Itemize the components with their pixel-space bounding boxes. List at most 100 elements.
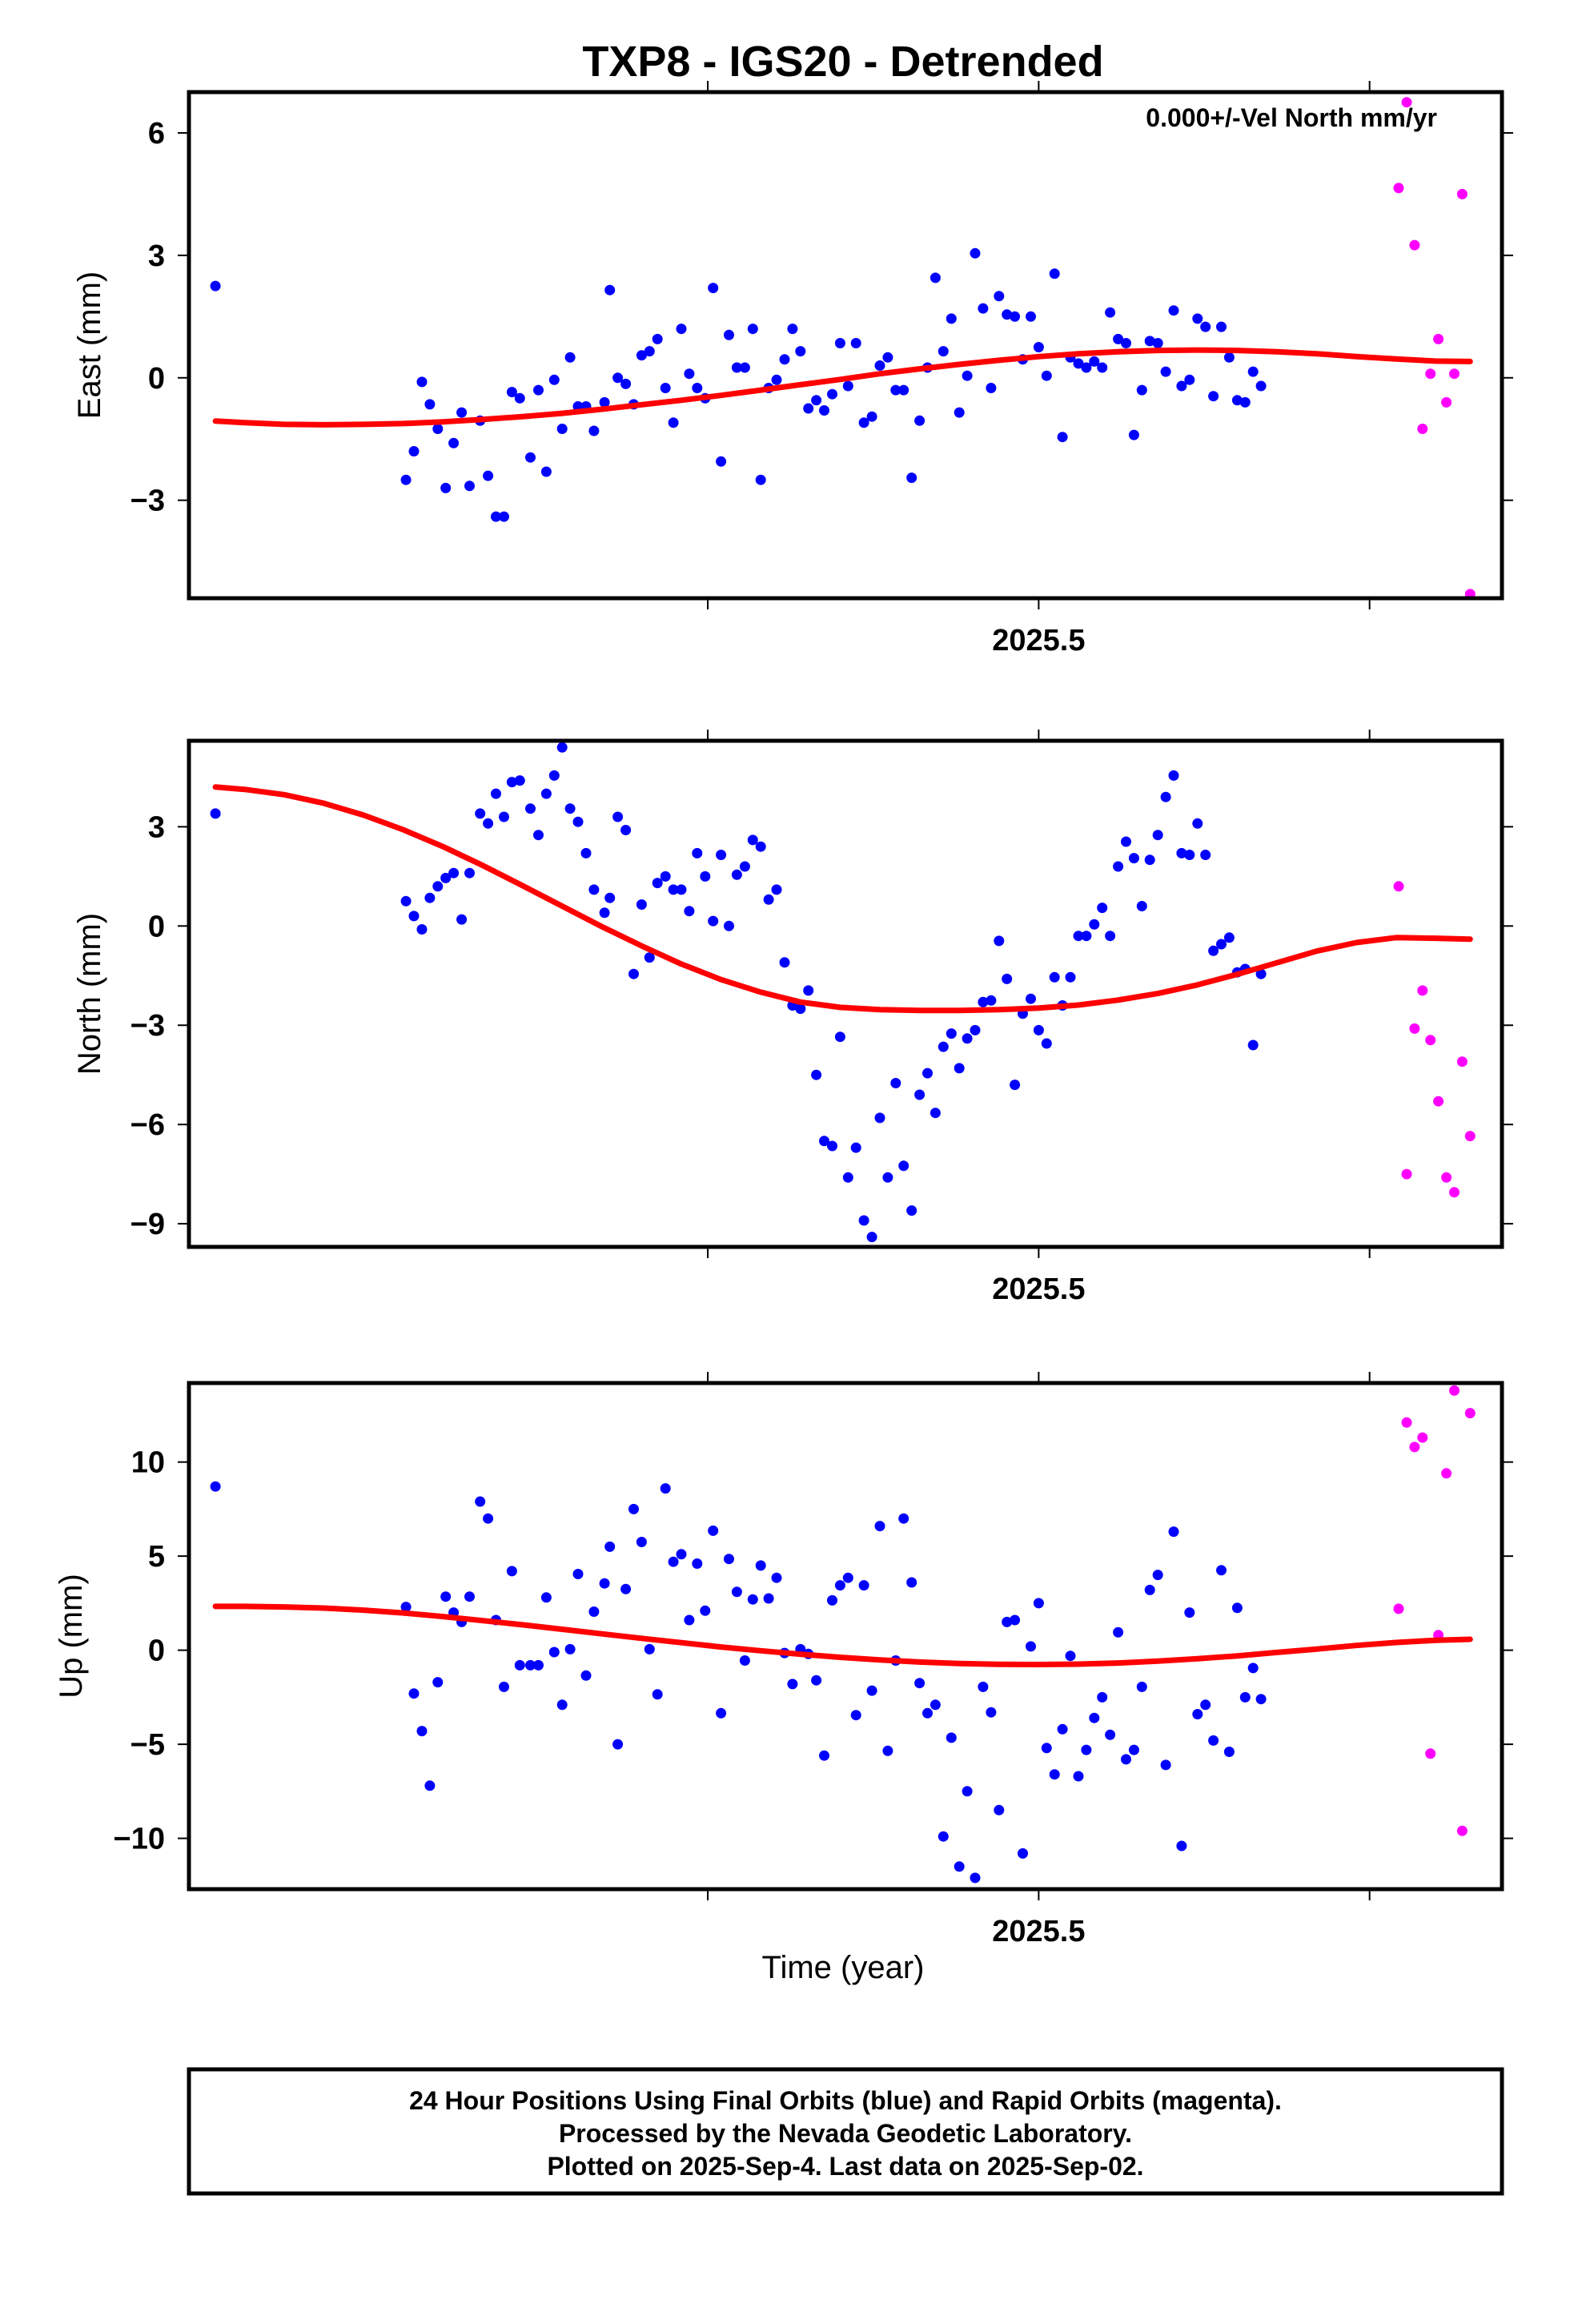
east-final-point — [890, 384, 901, 396]
north-final-point — [456, 914, 468, 925]
east-final-point — [1026, 311, 1036, 322]
east-final-point — [842, 380, 853, 392]
north-final-point — [660, 870, 671, 882]
east-final-point — [708, 283, 719, 294]
north-ytick-label: 3 — [148, 810, 165, 844]
north-final-point — [1152, 830, 1163, 841]
east-final-point — [731, 362, 742, 373]
north-final-point — [604, 892, 616, 903]
up-final-point — [1010, 1614, 1021, 1626]
east-final-point — [716, 456, 727, 467]
north-final-point — [668, 884, 679, 895]
east-final-point — [747, 324, 758, 335]
north-final-point — [700, 870, 711, 882]
east-ytick-label: 3 — [148, 239, 165, 273]
north-final-point — [1176, 847, 1187, 858]
up-final-point — [811, 1675, 822, 1686]
north-rapid-point — [1401, 1168, 1412, 1180]
north-final-point — [986, 995, 997, 1006]
up-final-point — [986, 1707, 997, 1718]
north-final-point — [556, 742, 568, 753]
up-ytick-label: −10 — [114, 1823, 165, 1856]
up-final-point — [1033, 1598, 1044, 1609]
east-final-point — [684, 368, 695, 380]
north-final-point — [1168, 770, 1179, 781]
up-final-point — [506, 1566, 517, 1577]
north-final-point — [747, 834, 758, 846]
up-rapid-point — [1441, 1468, 1452, 1479]
east-final-point — [491, 511, 501, 522]
east-final-point — [1089, 356, 1100, 367]
up-final-point — [499, 1681, 509, 1692]
footer-frame — [187, 2067, 1504, 2196]
east-final-point — [432, 424, 444, 434]
north-final-point — [1033, 1024, 1044, 1035]
up-final-point — [692, 1558, 703, 1569]
east-rapid-point — [1417, 424, 1428, 434]
up-final-point — [676, 1549, 687, 1560]
north-final-point — [506, 777, 517, 788]
up-final-point — [858, 1580, 869, 1591]
east-final-point — [986, 383, 997, 393]
east-final-point — [795, 346, 806, 357]
east-final-point — [811, 395, 822, 406]
north-final-point — [210, 808, 221, 819]
up-final-point — [612, 1739, 624, 1750]
north-final-point — [628, 968, 639, 979]
east-final-point — [533, 384, 544, 396]
east-final-point — [755, 474, 766, 485]
up-final-point — [400, 1602, 412, 1613]
north-final-point — [874, 1112, 885, 1124]
up-final-point — [716, 1707, 727, 1719]
east-final-point — [1121, 338, 1131, 348]
up-final-point — [994, 1804, 1005, 1815]
up-final-point — [874, 1521, 885, 1532]
up-final-point — [533, 1659, 544, 1671]
north-final-point — [1010, 1080, 1021, 1091]
east-rapid-point — [1433, 333, 1444, 344]
east-final-point — [1144, 336, 1155, 347]
east-final-point — [424, 399, 436, 410]
east-rapid-point — [1464, 589, 1476, 598]
up-final-point — [1184, 1607, 1195, 1618]
east-final-point — [448, 437, 460, 448]
north-final-point — [1160, 791, 1171, 802]
north-final-point — [771, 884, 782, 895]
up-final-point — [930, 1699, 941, 1711]
east-final-point — [978, 303, 989, 314]
east-final-point — [850, 338, 861, 348]
north-plot-area — [210, 742, 1476, 1243]
north-final-point — [1002, 973, 1013, 984]
up-final-point — [210, 1481, 221, 1492]
east-final-point — [564, 352, 576, 363]
up-rapid-point — [1401, 1417, 1412, 1428]
east-final-point — [1010, 311, 1021, 322]
north-final-point — [858, 1215, 869, 1226]
up-ytick-label: 5 — [148, 1540, 165, 1574]
up-final-point — [1089, 1712, 1100, 1723]
north-rapid-point — [1449, 1187, 1460, 1198]
east-final-point — [1128, 429, 1139, 440]
north-final-point — [1026, 993, 1036, 1004]
east-final-point — [668, 417, 679, 428]
north-final-point — [1089, 919, 1100, 930]
up-ytick-label: −5 — [130, 1728, 165, 1762]
east-final-point — [787, 324, 798, 335]
up-rapid-point — [1417, 1432, 1428, 1443]
east-final-point — [724, 329, 734, 340]
north-rapid-point — [1433, 1096, 1444, 1107]
east-final-point — [514, 392, 525, 404]
up-final-point — [1231, 1602, 1243, 1614]
north-final-point — [599, 907, 610, 919]
east-final-point — [1168, 305, 1179, 316]
north-final-point — [1041, 1038, 1052, 1049]
east-final-point — [1216, 321, 1227, 332]
up-final-point — [588, 1606, 600, 1617]
north-rapid-point — [1393, 881, 1404, 892]
north-final-point — [408, 911, 420, 922]
east-final-point — [803, 403, 814, 414]
up-final-point — [1136, 1681, 1147, 1692]
up-final-point — [866, 1685, 877, 1696]
up-final-point — [978, 1681, 989, 1692]
north-final-point — [827, 1140, 837, 1152]
